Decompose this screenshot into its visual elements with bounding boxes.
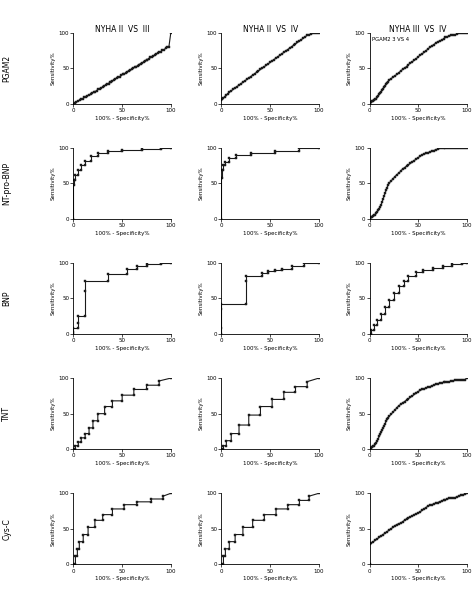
Text: PGAM2: PGAM2	[2, 54, 11, 82]
Y-axis label: Sensitivity%: Sensitivity%	[51, 167, 56, 200]
Text: NYHA II  VS  IV: NYHA II VS IV	[243, 25, 298, 34]
X-axis label: 100% - Specificity%: 100% - Specificity%	[243, 461, 297, 466]
X-axis label: 100% - Specificity%: 100% - Specificity%	[391, 346, 446, 351]
Text: NT-pro-BNP: NT-pro-BNP	[2, 162, 11, 205]
Text: NYHA II  VS  III: NYHA II VS III	[95, 25, 149, 34]
Text: TNT: TNT	[2, 406, 11, 421]
Y-axis label: Sensitivity%: Sensitivity%	[51, 51, 56, 85]
X-axis label: 100% - Specificity%: 100% - Specificity%	[95, 116, 149, 121]
X-axis label: 100% - Specificity%: 100% - Specificity%	[243, 116, 297, 121]
X-axis label: 100% - Specificity%: 100% - Specificity%	[95, 461, 149, 466]
Y-axis label: Sensitivity%: Sensitivity%	[347, 397, 352, 430]
Y-axis label: Sensitivity%: Sensitivity%	[347, 51, 352, 85]
X-axis label: 100% - Specificity%: 100% - Specificity%	[243, 346, 297, 351]
Text: Cys-C: Cys-C	[2, 518, 11, 540]
Y-axis label: Sensitivity%: Sensitivity%	[199, 51, 204, 85]
X-axis label: 100% - Specificity%: 100% - Specificity%	[95, 576, 149, 582]
Text: PGAM2 3 VS 4: PGAM2 3 VS 4	[372, 37, 409, 42]
X-axis label: 100% - Specificity%: 100% - Specificity%	[391, 230, 446, 236]
Text: BNP: BNP	[2, 291, 11, 306]
Y-axis label: Sensitivity%: Sensitivity%	[51, 512, 56, 545]
Y-axis label: Sensitivity%: Sensitivity%	[199, 397, 204, 430]
X-axis label: 100% - Specificity%: 100% - Specificity%	[391, 116, 446, 121]
X-axis label: 100% - Specificity%: 100% - Specificity%	[95, 346, 149, 351]
X-axis label: 100% - Specificity%: 100% - Specificity%	[95, 230, 149, 236]
Y-axis label: Sensitivity%: Sensitivity%	[199, 167, 204, 200]
X-axis label: 100% - Specificity%: 100% - Specificity%	[243, 230, 297, 236]
Y-axis label: Sensitivity%: Sensitivity%	[51, 282, 56, 315]
Y-axis label: Sensitivity%: Sensitivity%	[199, 512, 204, 545]
Y-axis label: Sensitivity%: Sensitivity%	[347, 512, 352, 545]
Y-axis label: Sensitivity%: Sensitivity%	[199, 282, 204, 315]
X-axis label: 100% - Specificity%: 100% - Specificity%	[391, 461, 446, 466]
Y-axis label: Sensitivity%: Sensitivity%	[347, 167, 352, 200]
Text: NYHA III  VS  IV: NYHA III VS IV	[390, 25, 447, 34]
Y-axis label: Sensitivity%: Sensitivity%	[51, 397, 56, 430]
Y-axis label: Sensitivity%: Sensitivity%	[347, 282, 352, 315]
X-axis label: 100% - Specificity%: 100% - Specificity%	[391, 576, 446, 582]
X-axis label: 100% - Specificity%: 100% - Specificity%	[243, 576, 297, 582]
